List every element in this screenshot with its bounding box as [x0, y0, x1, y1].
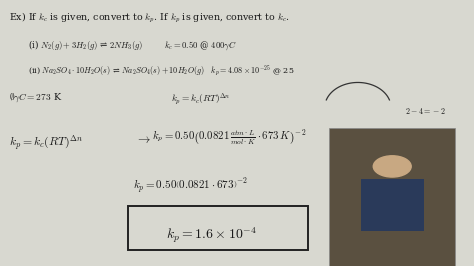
Text: $k_p = k_c(RT)^{\Delta n}$: $k_p = k_c(RT)^{\Delta n}$ — [9, 133, 83, 152]
Text: $k_p = k_c(RT)^{\Delta n}$: $k_p = k_c(RT)^{\Delta n}$ — [171, 92, 230, 107]
Text: Ex) If $\mathit{k_c}$ is given, convert to $\mathit{k_p}$. If $k_p$ is given, co: Ex) If $\mathit{k_c}$ is given, convert … — [9, 11, 290, 25]
Text: $\rightarrow$: $\rightarrow$ — [135, 133, 151, 146]
Bar — [361, 179, 424, 231]
Text: (i) $N_2(g) + 3H_2(g)$ ⇌ $2NH_3(g)$        $k_c = 0.50$ @ $400°C$: (i) $N_2(g) + 3H_2(g)$ ⇌ $2NH_3(g)$ $k_c… — [28, 39, 237, 52]
Text: $k_p = 0.50\left(0.0821\,\frac{atm \cdot L}{mol \cdot K} \cdot 673\, K\right)^{\: $k_p = 0.50\left(0.0821\,\frac{atm \cdot… — [152, 128, 307, 147]
Text: (ii) $Na_2SO_4 \cdot 10H_2O(s)$ ⇌ $Na_2SO_4(s) + 10H_2O(g)$   $k_p = 4.08 \times: (ii) $Na_2SO_4 \cdot 10H_2O(s)$ ⇌ $Na_2S… — [28, 64, 295, 78]
Circle shape — [373, 156, 411, 177]
Bar — [329, 128, 455, 266]
Text: $2 - 4 = -2$: $2 - 4 = -2$ — [405, 106, 446, 117]
Text: $k_p = 0.50\left(0.0821 \cdot 673\right)^{-2}$: $k_p = 0.50\left(0.0821 \cdot 673\right)… — [133, 177, 247, 196]
Text: $\emptyset °C = 273$ K: $\emptyset °C = 273$ K — [9, 92, 63, 105]
Text: $k_p = 1.6 \times 10^{-4}$: $k_p = 1.6 \times 10^{-4}$ — [166, 225, 256, 245]
